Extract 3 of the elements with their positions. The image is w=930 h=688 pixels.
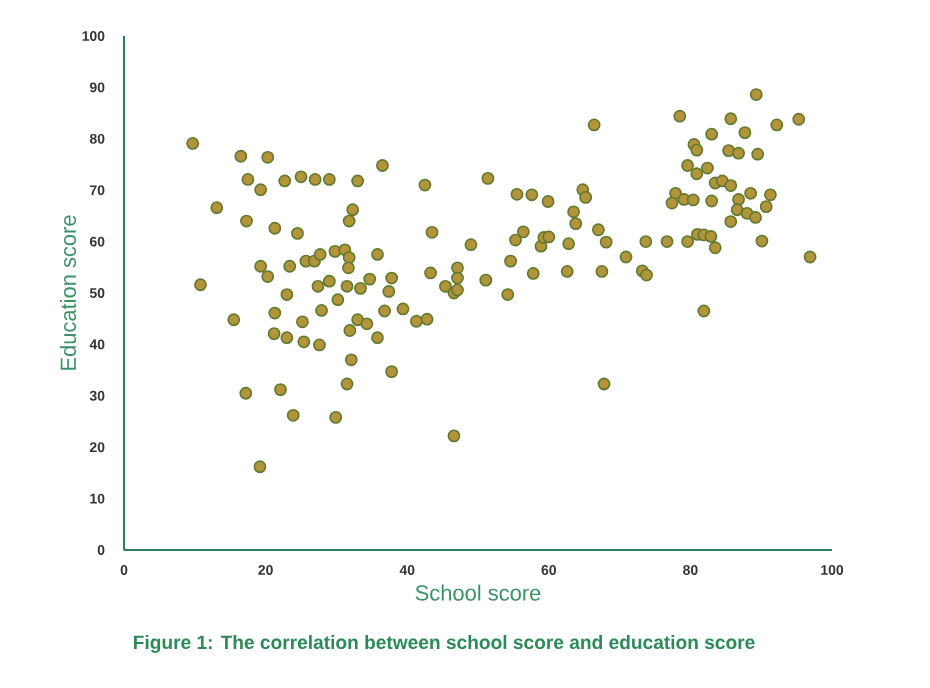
x-axis-title: School score xyxy=(415,584,541,601)
caption: Figure 1: The correlation between school score and education score xyxy=(134,635,755,653)
y-axis-title: Education score xyxy=(59,215,77,370)
